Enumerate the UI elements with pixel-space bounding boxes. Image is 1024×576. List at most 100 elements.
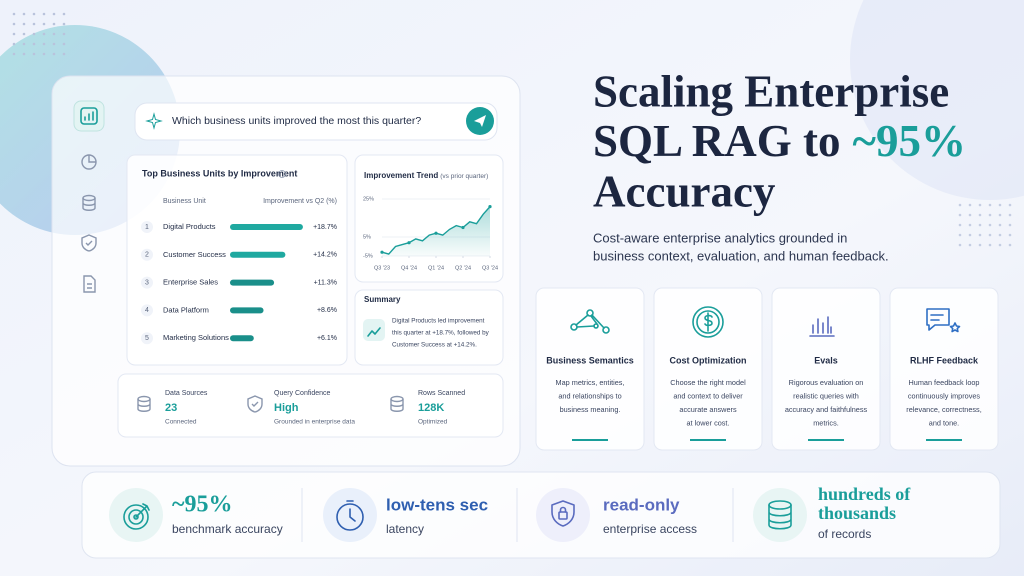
- unit-name: Marketing Solutions: [163, 333, 229, 342]
- rank: 3: [145, 279, 149, 286]
- card-text: Choose the right model: [670, 378, 746, 387]
- dot: [12, 52, 16, 56]
- card-title: Evals: [814, 355, 838, 365]
- stat-caption: Grounded in enterprise data: [274, 419, 355, 426]
- title: Accuracy: [593, 166, 776, 216]
- x-tick-label: Q1 '24: [428, 265, 444, 271]
- dot: [968, 203, 972, 207]
- value-label: +11.3%: [314, 279, 337, 286]
- metric-caption: of records: [818, 527, 871, 541]
- sparkle-icon: [145, 112, 163, 130]
- unit-name: Data Platform: [163, 305, 209, 314]
- dot: [978, 243, 982, 247]
- card-text: and relationships to: [558, 391, 621, 400]
- rank: 2: [145, 252, 149, 259]
- metric-icons: [109, 488, 807, 542]
- dot: [12, 12, 16, 16]
- stat-icon-shield: [247, 395, 263, 413]
- dot: [32, 42, 36, 46]
- trend-point: [407, 241, 411, 245]
- bar: [230, 251, 286, 258]
- dot: [958, 203, 962, 207]
- nav-icon-db[interactable]: [82, 194, 96, 211]
- trend-subtitle: (vs prior quarter): [440, 173, 488, 180]
- trend-point: [488, 205, 492, 209]
- value-label: +18.7%: [313, 224, 337, 231]
- card-text: accurate answers: [679, 405, 737, 414]
- dot: [52, 32, 56, 36]
- icon-target: [123, 503, 150, 530]
- card-text: and context to deliver: [673, 391, 743, 400]
- summary-card: [354, 289, 504, 366]
- nav-icon-pie[interactable]: [81, 154, 97, 170]
- dot: [968, 223, 972, 227]
- dot: [62, 42, 66, 46]
- feature-card: [889, 287, 999, 451]
- dot: [32, 22, 36, 26]
- card-text: and tone.: [929, 418, 959, 427]
- value-label: +14.2%: [313, 252, 337, 259]
- card-text: relevance, correctness,: [906, 405, 981, 414]
- icon-evals: [809, 316, 835, 337]
- dot: [998, 203, 1002, 207]
- stat-label: Query Confidence: [274, 390, 331, 397]
- rank-badge: [141, 276, 153, 289]
- decor-circle: [850, 0, 1024, 200]
- card-text: metrics.: [813, 418, 839, 427]
- stats-card: [117, 373, 504, 438]
- bar: [230, 335, 254, 342]
- dot: [22, 32, 26, 36]
- stat-caption: Connected: [165, 419, 197, 426]
- metric-headline: low-tens sec: [386, 495, 488, 514]
- search-bar[interactable]: [134, 102, 498, 141]
- dot: [62, 52, 66, 56]
- dot: [1008, 213, 1012, 217]
- dot: [62, 12, 66, 16]
- card-text: Map metrics, entities,: [556, 378, 625, 387]
- dot: [988, 233, 992, 237]
- nav-icon-doc[interactable]: [83, 275, 96, 293]
- rank-badge: [141, 332, 153, 345]
- feature-card: [771, 287, 881, 451]
- x-tick-label: Q3 '23: [374, 265, 390, 271]
- metric-caption: enterprise access: [603, 522, 697, 536]
- feature-card: [653, 287, 763, 451]
- bar: [230, 224, 303, 230]
- y-tick-label: 5%: [363, 234, 371, 240]
- info-icon[interactable]: [278, 170, 286, 178]
- dot: [42, 52, 46, 56]
- dot: [52, 42, 56, 46]
- dot: [12, 42, 16, 46]
- subtitle: Cost-aware enterprise analytics grounded…: [593, 230, 847, 245]
- rank-badge: [141, 221, 153, 233]
- dot: [988, 203, 992, 207]
- dot: [52, 52, 56, 56]
- dot: [958, 243, 962, 247]
- title: Scaling Enterprise: [593, 66, 949, 116]
- dot: [62, 22, 66, 26]
- units-card: [126, 154, 348, 366]
- nav-icon-chart[interactable]: [80, 107, 98, 125]
- rank-badge: [141, 304, 153, 317]
- dot: [998, 223, 1002, 227]
- send-icon: [474, 115, 486, 127]
- dot: [968, 213, 972, 217]
- x-tick-label: Q4 '24: [401, 265, 417, 271]
- unit-name: Digital Products: [163, 222, 216, 231]
- dot: [988, 213, 992, 217]
- title-text: SQL RAG to: [593, 116, 841, 166]
- nav-icon-shield[interactable]: [81, 234, 97, 252]
- summary-line: this quarter at +18.7%, followed by: [392, 330, 490, 337]
- bar: [230, 307, 264, 314]
- trend-point: [461, 225, 465, 230]
- dot: [968, 233, 972, 237]
- dot: [988, 223, 992, 227]
- dot: [1008, 223, 1012, 227]
- unit-name: Customer Success: [163, 250, 226, 259]
- x-tick-label: Q2 '24: [455, 265, 471, 271]
- stat-value: 23: [165, 402, 177, 414]
- stat-value: High: [274, 402, 299, 414]
- metric-headline: hundreds of: [818, 484, 911, 504]
- trend-title: Improvement Trend: [364, 171, 438, 180]
